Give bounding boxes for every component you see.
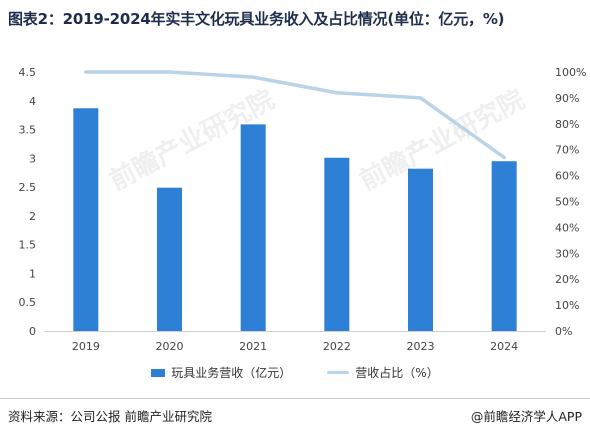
legend-item-line: 营收占比（%）: [327, 364, 439, 381]
bar: [491, 161, 517, 331]
x-tick-label: 2023: [407, 340, 435, 353]
y-left-tick-label: 0.5: [19, 296, 37, 309]
y-right-tick-label: 50%: [555, 196, 579, 209]
y-left-tick-label: 0: [29, 325, 36, 338]
y-left-tick-label: 1.5: [19, 239, 37, 252]
bar: [157, 187, 182, 331]
y-right-tick-label: 30%: [555, 247, 579, 260]
y-left-tick-label: 4.5: [19, 66, 37, 79]
legend-swatch-bar: [151, 368, 166, 377]
y-left-tick-label: 2.5: [19, 181, 37, 194]
y-right-tick-label: 0%: [555, 325, 572, 338]
line-series: [84, 70, 506, 160]
y-right-tick-label: 80%: [555, 118, 579, 131]
x-tick-label: 2022: [323, 340, 351, 353]
y-left-tick-label: 1: [29, 267, 36, 280]
y-left-tick-label: 3: [29, 152, 36, 165]
bar: [73, 108, 99, 331]
brand-text: @前瞻经济学人APP: [470, 409, 582, 424]
bar-series: [73, 108, 517, 332]
line-path: [84, 70, 506, 160]
footer-divider: [0, 398, 590, 399]
brand-credit: @前瞻经济学人APP: [471, 406, 582, 425]
y-left-tick-label: 3.5: [19, 124, 37, 137]
bar: [408, 168, 433, 331]
legend-label-line: 营收占比（%）: [355, 366, 439, 380]
x-tick-label: 2024: [490, 340, 518, 353]
chart-canvas: 0 0.5 1 1.5 2 2.5 3 3.5 4 4.5 0% 10% 20% 30% 40% 50% 60%…: [19, 66, 587, 353]
x-tick-label: 2020: [156, 340, 184, 353]
bar: [324, 157, 350, 331]
y-right-tick-label: 70%: [555, 144, 579, 157]
legend: 玩具业务营收（亿元） 营收占比（%）: [0, 364, 590, 381]
legend-label-bar: 玩具业务营收（亿元）: [171, 366, 292, 380]
y-right-tick-label: 40%: [555, 221, 579, 234]
bar: [240, 124, 266, 332]
y-right-tick-label: 10%: [555, 299, 579, 312]
x-tick-label: 2021: [239, 340, 267, 353]
legend-swatch-line: [327, 371, 350, 374]
x-tick-label: 2019: [72, 340, 100, 353]
source-note: 资料来源：公司公报 前瞻产业研究院: [8, 409, 212, 424]
y-right-tick-label: 90%: [555, 92, 579, 105]
legend-item-bar: 玩具业务营收（亿元）: [151, 364, 291, 381]
y-left-tick-label: 4: [29, 95, 36, 108]
y-right-tick-label: 20%: [555, 273, 579, 286]
y-left-tick-label: 2: [29, 210, 36, 223]
y-right-tick-label: 60%: [555, 170, 579, 183]
y-right-tick-label: 100%: [555, 66, 586, 79]
chart-title: 图表2：2019-2024年实丰文化玩具业务收入及占比情况(单位：亿元，%): [8, 10, 505, 28]
tick-labels: 0 0.5 1 1.5 2 2.5 3 3.5 4 4.5 0% 10% 20% 30% 40% 50% 60%…: [19, 66, 587, 353]
